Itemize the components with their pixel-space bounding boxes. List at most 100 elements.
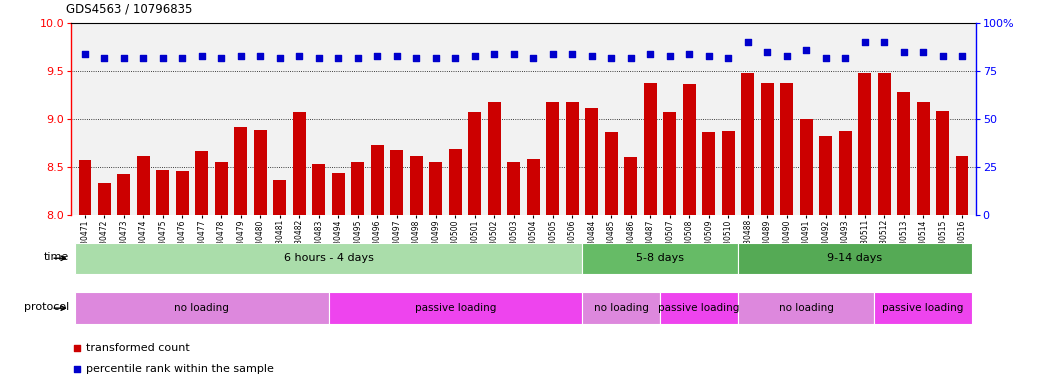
Bar	[741, 73, 754, 215]
Bar	[98, 183, 111, 215]
Bar	[738, 293, 874, 324]
Bar	[79, 160, 91, 215]
Point	[466, 53, 483, 59]
Point	[330, 55, 347, 61]
Text: 6 hours - 4 days: 6 hours - 4 days	[284, 253, 374, 263]
Bar	[582, 243, 738, 274]
Bar	[235, 127, 247, 215]
Bar	[605, 132, 618, 215]
Bar	[877, 73, 891, 215]
Point	[350, 284, 366, 290]
Point	[759, 49, 776, 55]
Point	[174, 55, 191, 61]
Bar	[508, 162, 520, 215]
Point	[818, 55, 834, 61]
Point	[506, 51, 522, 57]
Bar	[75, 293, 329, 324]
Point	[232, 53, 249, 59]
Bar	[391, 150, 403, 215]
Point	[798, 47, 815, 53]
Bar	[839, 131, 851, 215]
Text: passive loading: passive loading	[659, 303, 739, 313]
Point	[622, 55, 639, 61]
Text: protocol: protocol	[24, 301, 69, 311]
Bar	[780, 83, 793, 215]
Point	[778, 53, 795, 59]
Text: passive loading: passive loading	[415, 303, 496, 313]
Bar	[254, 129, 267, 215]
Bar	[703, 132, 715, 215]
Point	[681, 51, 697, 57]
Bar	[721, 131, 735, 215]
Point	[525, 55, 541, 61]
Bar	[683, 84, 695, 215]
Bar	[582, 293, 660, 324]
Text: no loading: no loading	[175, 303, 229, 313]
Point	[837, 55, 853, 61]
Bar	[156, 170, 170, 215]
Point	[135, 55, 152, 61]
Bar	[660, 293, 738, 324]
Point	[915, 49, 932, 55]
Point	[388, 53, 405, 59]
Bar	[956, 156, 968, 215]
Bar	[859, 73, 871, 215]
Bar	[488, 102, 500, 215]
Bar	[332, 173, 344, 215]
Bar	[820, 136, 832, 215]
Bar	[117, 174, 130, 215]
Point	[447, 55, 464, 61]
Bar	[449, 149, 462, 215]
Point	[194, 53, 210, 59]
Text: 5-8 days: 5-8 days	[636, 253, 684, 263]
Point	[934, 53, 951, 59]
Point	[310, 55, 327, 61]
Point	[875, 39, 892, 45]
Bar	[468, 112, 481, 215]
Point	[720, 55, 737, 61]
Bar	[874, 293, 972, 324]
Point	[583, 53, 600, 59]
Text: time: time	[44, 252, 69, 262]
Bar	[585, 108, 598, 215]
Bar	[329, 293, 582, 324]
Bar	[644, 83, 656, 215]
Bar	[664, 112, 676, 215]
Point	[856, 39, 873, 45]
Bar	[936, 111, 949, 215]
Point	[76, 51, 93, 57]
Bar	[429, 162, 442, 215]
Bar	[371, 145, 383, 215]
Point	[486, 51, 503, 57]
Text: no loading: no loading	[594, 303, 648, 313]
Point	[369, 53, 385, 59]
Text: percentile rank within the sample: percentile rank within the sample	[86, 364, 274, 374]
Bar	[137, 156, 150, 215]
Point	[544, 51, 561, 57]
Bar	[196, 151, 208, 215]
Point	[564, 51, 581, 57]
Point	[739, 39, 756, 45]
Point	[700, 53, 717, 59]
Point	[895, 49, 912, 55]
Point	[954, 53, 971, 59]
Point	[427, 55, 444, 61]
Bar	[352, 162, 364, 215]
Bar	[176, 171, 188, 215]
Text: passive loading: passive loading	[883, 303, 964, 313]
Bar	[738, 243, 972, 274]
Point	[252, 53, 269, 59]
Point	[603, 55, 620, 61]
Bar	[410, 157, 423, 215]
Point	[213, 55, 229, 61]
Text: GDS4563 / 10796835: GDS4563 / 10796835	[66, 2, 193, 15]
Point	[662, 53, 678, 59]
Bar	[75, 243, 582, 274]
Point	[350, 92, 366, 98]
Text: transformed count: transformed count	[86, 343, 190, 353]
Bar	[761, 83, 774, 215]
Text: no loading: no loading	[779, 303, 833, 313]
Bar	[624, 157, 637, 215]
Bar	[215, 162, 227, 215]
Point	[350, 55, 366, 61]
